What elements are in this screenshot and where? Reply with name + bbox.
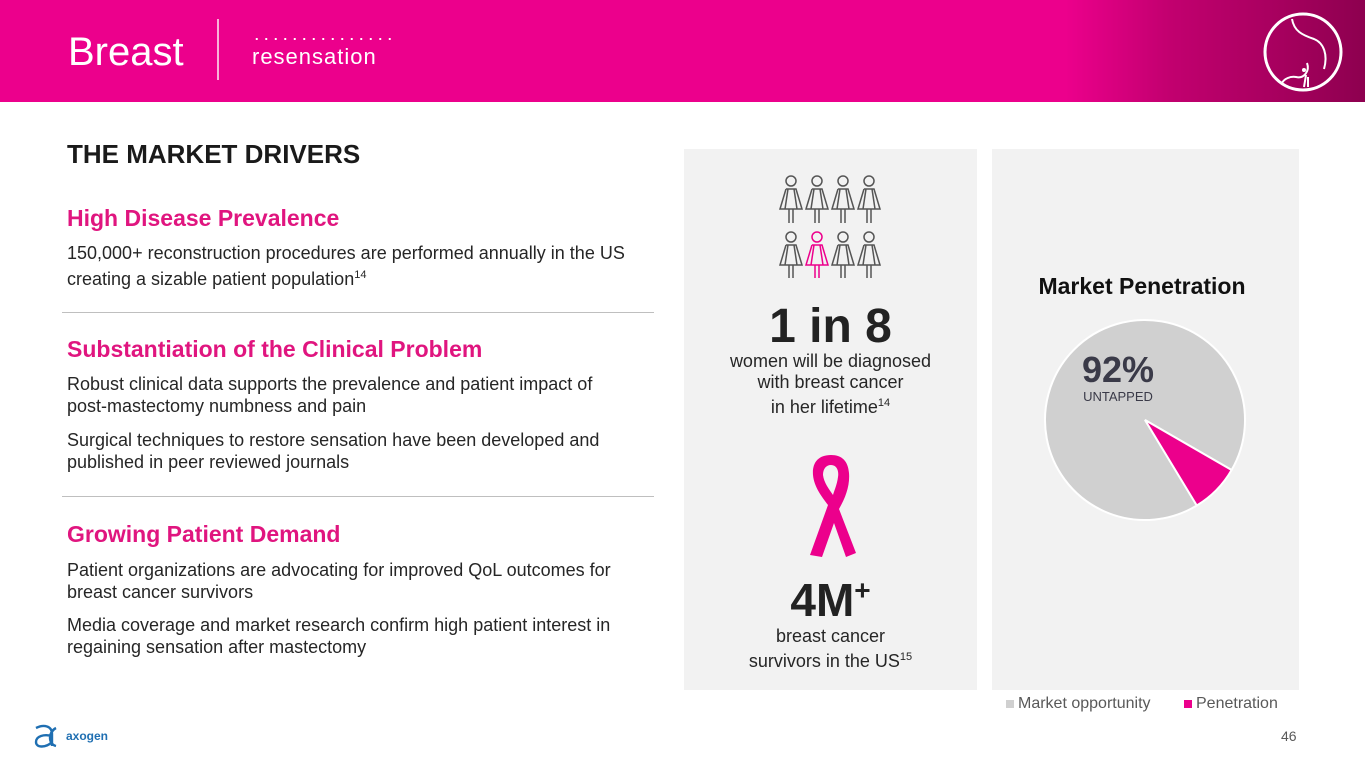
brand-logo: resensation bbox=[252, 44, 377, 69]
divider bbox=[62, 496, 654, 497]
stat-line: breast cancer bbox=[775, 626, 886, 646]
stat-line: in her lifetime bbox=[770, 397, 878, 417]
footnote-ref: 15 bbox=[899, 651, 913, 663]
legend-label: Penetration bbox=[1196, 695, 1278, 712]
stats-panel: 1 in 8 women will be diagnosed with brea… bbox=[684, 149, 977, 690]
women-icon-grid bbox=[778, 175, 882, 278]
driver-heading: Growing Patient Demand bbox=[67, 521, 341, 547]
woman-icon bbox=[856, 231, 882, 278]
driver-text: Media coverage and market research confi… bbox=[67, 615, 611, 657]
driver-text: Surgical techniques to restore sensation… bbox=[67, 430, 600, 472]
stat-line: survivors in the US bbox=[748, 651, 900, 671]
stat-value: 1 in 8 bbox=[769, 300, 892, 353]
divider bbox=[62, 312, 654, 313]
stat-line: women will be diagnosed bbox=[729, 351, 932, 371]
driver-heading: Substantiation of the Clinical Problem bbox=[67, 336, 483, 362]
stat-value-plus: + bbox=[854, 574, 871, 606]
footnote-ref: 14 bbox=[354, 269, 367, 281]
header-banner: Breast resensation bbox=[0, 0, 1365, 102]
woman-icon bbox=[804, 175, 830, 223]
stat-description: breast cancer survivors in the US15 bbox=[684, 626, 977, 672]
ribbon-icon bbox=[810, 455, 856, 557]
woman-icon-highlighted bbox=[804, 231, 830, 278]
stat-value: 4M+ bbox=[684, 573, 977, 627]
driver-text: Patient organizations are advocating for… bbox=[67, 560, 611, 602]
stat-value-number: 4M bbox=[790, 574, 855, 626]
driver-text-body: 150,000+ reconstruction procedures are p… bbox=[67, 243, 625, 289]
driver-text: Robust clinical data supports the preval… bbox=[67, 374, 593, 416]
chart-panel: Market Penetration 92% UNTAPPED Market o… bbox=[992, 149, 1299, 712]
header-divider bbox=[217, 19, 219, 80]
legend-swatch bbox=[1006, 700, 1014, 708]
stat-line: with breast cancer bbox=[757, 372, 904, 392]
footnote-ref: 14 bbox=[877, 397, 891, 409]
pie-annotation-label: UNTAPPED bbox=[1083, 389, 1153, 404]
legend-item-penetration: Penetration bbox=[1184, 695, 1278, 713]
woman-icon bbox=[856, 175, 882, 223]
legend-label: Market opportunity bbox=[1018, 695, 1151, 712]
legend-item-market-opportunity: Market opportunity bbox=[1006, 695, 1151, 713]
pie-slice-penetration bbox=[1144, 419, 1233, 507]
woman-icon bbox=[830, 231, 856, 278]
woman-icon bbox=[830, 175, 856, 223]
pie-chart bbox=[1044, 319, 1246, 521]
svg-text:axogen: axogen bbox=[66, 729, 108, 743]
section-title: THE MARKET DRIVERS bbox=[67, 139, 361, 169]
driver-heading: High Disease Prevalence bbox=[67, 205, 340, 231]
woman-icon bbox=[778, 231, 804, 278]
stat-description: women will be diagnosed with breast canc… bbox=[684, 351, 977, 418]
chart-title: Market Penetration bbox=[1038, 273, 1246, 299]
driver-text: 150,000+ reconstruction procedures are p… bbox=[67, 242, 657, 290]
woman-icon bbox=[778, 175, 804, 223]
page-title: Breast bbox=[68, 30, 184, 74]
axogen-logo: axogen bbox=[34, 724, 108, 748]
breast-icon bbox=[1263, 12, 1343, 92]
legend-swatch bbox=[1184, 700, 1192, 708]
page-number: 46 bbox=[1281, 728, 1297, 744]
pie-annotation-value: 92% bbox=[1081, 349, 1155, 390]
brand-dots bbox=[252, 38, 394, 40]
